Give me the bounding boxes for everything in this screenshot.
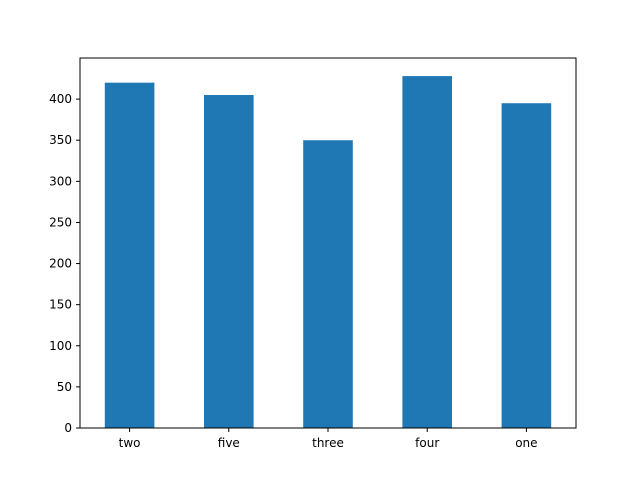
y-tick-label: 250 xyxy=(49,215,72,229)
y-tick-label: 150 xyxy=(49,298,72,312)
x-tick-label: four xyxy=(415,436,439,450)
x-tick-label: one xyxy=(515,436,537,450)
y-axis: 0 50 100 150 200 250 300 350 400 xyxy=(49,92,80,435)
y-tick-label: 350 xyxy=(49,133,72,147)
y-tick-label: 300 xyxy=(49,174,72,188)
bars-group xyxy=(104,76,552,429)
y-tick-label: 100 xyxy=(49,339,72,353)
x-axis: two five three four one xyxy=(119,428,538,450)
bar-two xyxy=(104,82,155,429)
y-tick-label: 400 xyxy=(49,92,72,106)
bar-four xyxy=(402,76,452,428)
y-tick-label: 0 xyxy=(64,421,72,435)
bar-one xyxy=(501,103,552,428)
y-tick-label: 200 xyxy=(49,257,72,271)
x-tick-label: three xyxy=(312,436,344,450)
y-tick-label: 50 xyxy=(57,380,72,394)
x-tick-label: five xyxy=(218,436,240,450)
plot-frame xyxy=(79,57,577,429)
x-tick-label: two xyxy=(119,436,141,450)
bar-five xyxy=(204,95,254,428)
bar-three xyxy=(303,140,353,428)
